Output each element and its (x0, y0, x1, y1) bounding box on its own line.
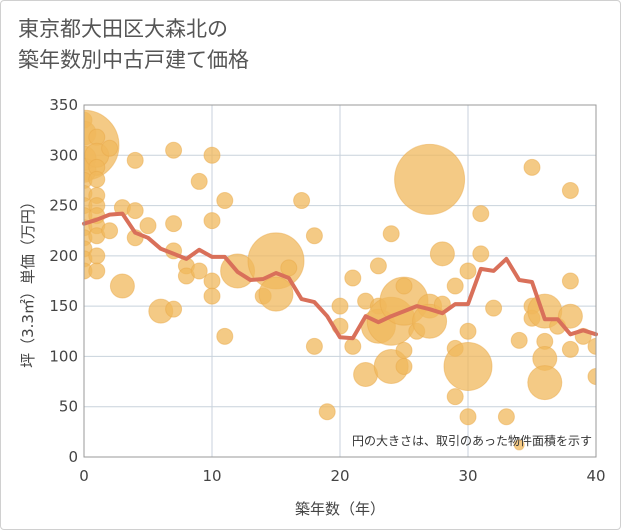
bubble-point (280, 259, 298, 277)
bubble-point (587, 337, 596, 355)
bubble-layer (84, 109, 596, 451)
bubble-point (88, 128, 106, 146)
y-axis-label: 坪（3.3㎡）単価（万円） (19, 194, 37, 368)
bubble-point (203, 272, 221, 290)
bubble-point (459, 322, 477, 340)
bubble-point (101, 222, 119, 240)
chart-title: 東京都大田区大森北の 築年数別中古戸建て価格 (18, 14, 249, 76)
bubble-point (369, 257, 387, 275)
bubble-point (429, 241, 455, 267)
bubble-point (561, 340, 579, 358)
bubble-point (587, 368, 596, 386)
bubble-point (394, 143, 466, 215)
average-price-line (82, 211, 598, 341)
bubble-point (472, 245, 490, 263)
bubble-point (203, 212, 221, 230)
bubble-point (126, 202, 144, 220)
y-tick-label: 50 (59, 398, 78, 416)
x-axis-ticks: 0 10 20 30 40 (79, 467, 605, 485)
y-tick-label: 100 (49, 347, 78, 365)
bubble-point (395, 357, 413, 375)
bubble-point (139, 217, 157, 235)
bubble-point (561, 272, 579, 290)
bubble-point (305, 227, 323, 245)
title-line-1: 東京都大田区大森北の (18, 17, 228, 41)
y-axis-ticks: 0 50 100 150 200 250 300 350 (49, 96, 78, 466)
bubble-point (165, 215, 183, 233)
bubble-point (459, 262, 477, 280)
bubble-point (523, 158, 541, 176)
bubble-point (190, 262, 208, 280)
bubble-point (305, 337, 323, 355)
bubble-point (190, 172, 208, 190)
y-tick-label: 200 (49, 247, 78, 265)
bubble-point (216, 327, 234, 345)
x-tick-label: 20 (330, 467, 349, 485)
bubble-point (203, 287, 221, 305)
bubble-point (557, 303, 583, 329)
bubble-point (216, 192, 234, 210)
x-tick-label: 30 (458, 467, 477, 485)
x-tick-label: 10 (202, 467, 221, 485)
bubble-point (510, 331, 528, 349)
bubble-point (513, 439, 525, 451)
size-note: 円の大きさは、取引のあった物件面積を示す (352, 433, 592, 448)
title-line-2: 築年数別中古戸建て価格 (18, 48, 249, 72)
bubble-point (88, 170, 106, 188)
bubble-point (446, 388, 464, 406)
y-tick-label: 300 (49, 146, 78, 164)
y-tick-label: 0 (68, 448, 78, 466)
x-tick-label: 40 (586, 467, 605, 485)
y-tick-label: 150 (49, 297, 78, 315)
bubble-point (472, 205, 490, 223)
y-tick-label: 350 (49, 96, 78, 114)
bubble-point (88, 247, 106, 265)
bubble-point (395, 277, 413, 295)
bubble-point (165, 141, 183, 159)
bubble-point (318, 403, 336, 421)
bubble-point (331, 297, 349, 315)
bubble-point (88, 262, 106, 280)
y-tick-label: 250 (49, 197, 78, 215)
bubble-point (382, 225, 400, 243)
bubble-point (443, 341, 493, 391)
bubble-point (203, 146, 221, 164)
bubble-point (395, 341, 413, 359)
bubble-point (293, 192, 311, 210)
bubble-point (101, 139, 119, 157)
bubble-point (459, 408, 477, 426)
bubble-point (344, 269, 362, 287)
bubble-point (485, 299, 503, 317)
x-axis-label: 築年数（年） (295, 500, 385, 518)
bubble-point (561, 181, 579, 199)
bubble-point (497, 408, 515, 426)
bubble-point (527, 365, 563, 401)
bubble-point (109, 273, 135, 299)
bubble-point (165, 300, 183, 318)
plot-area (83, 104, 597, 458)
bubble-point (126, 151, 144, 169)
bubble-point (446, 277, 464, 295)
x-tick-label: 0 (79, 467, 89, 485)
bubble-point (258, 276, 294, 312)
bubble-point (344, 337, 362, 355)
